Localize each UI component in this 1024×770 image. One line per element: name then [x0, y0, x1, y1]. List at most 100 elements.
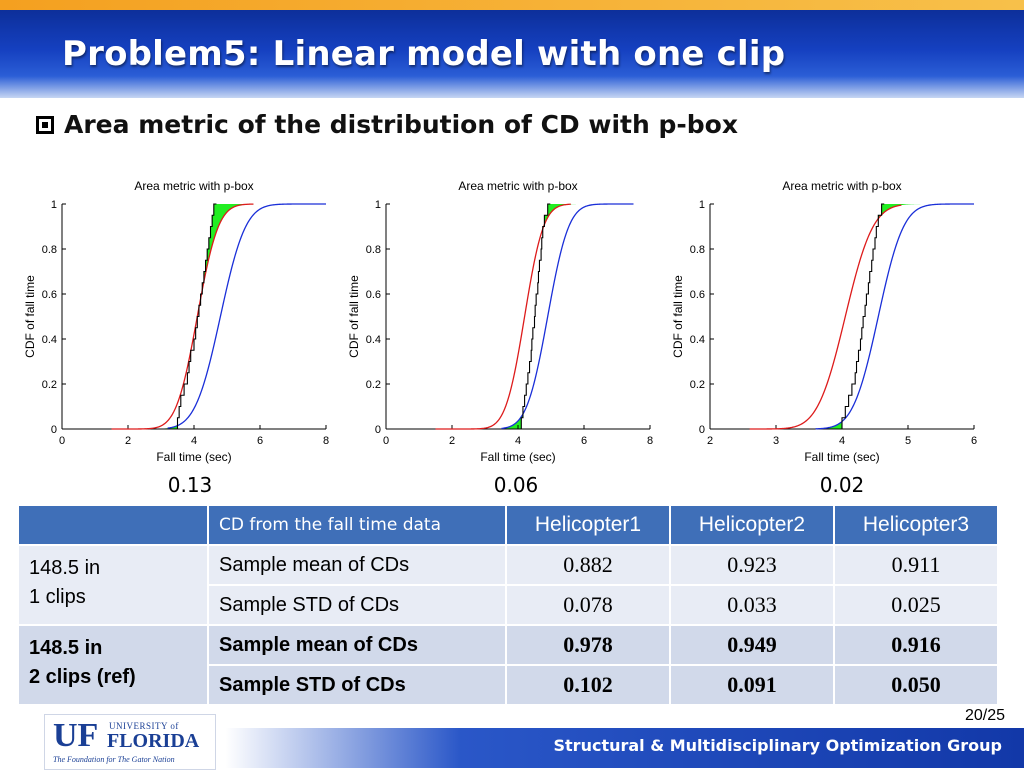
stat-name-cell: Sample STD of CDs: [207, 664, 507, 706]
y-axis-label: CDF of fall time: [347, 275, 361, 358]
title-bar: [0, 10, 1024, 98]
value-cell: 0.916: [833, 624, 999, 666]
value-cell: 0.091: [669, 664, 835, 706]
x-axis-label: Fall time (sec): [156, 450, 231, 464]
pbox-lower-bound-line: [749, 204, 902, 430]
group-label-line: 148.5 in: [29, 557, 101, 579]
x-tick-label: 4: [191, 435, 197, 447]
y-tick-label: 0: [51, 424, 57, 436]
value-cell: 0.923: [669, 544, 835, 586]
x-tick-label: 2: [449, 435, 455, 447]
stat-name-cell: Sample mean of CDs: [207, 624, 507, 666]
y-tick-label: 0.8: [366, 244, 381, 256]
pbox-upper-bound-line: [815, 203, 974, 430]
y-tick-label: 0.2: [690, 379, 705, 391]
y-tick-label: 1: [699, 199, 705, 211]
uf-logo-mark: UF: [53, 717, 99, 754]
slide-title: Problem5: Linear model with one clip: [62, 34, 786, 74]
y-tick-label: 0: [699, 424, 705, 436]
top-accent-strip: [0, 0, 1024, 10]
results-table: CD from the fall time data Helicopter1 H…: [17, 504, 999, 706]
chart-value-label: 0.13: [167, 473, 213, 497]
x-tick-label: 6: [257, 435, 263, 447]
x-axis-label: Fall time (sec): [804, 450, 879, 464]
chart-title: Area metric with p-box: [458, 179, 577, 193]
table-header-cell: Helicopter2: [669, 504, 835, 546]
x-tick-label: 8: [323, 435, 329, 447]
pbox-lower-bound-line: [435, 203, 571, 430]
x-tick-label: 8: [647, 435, 653, 447]
x-tick-label: 2: [707, 435, 713, 447]
bullet-text: Area metric of the distribution of CD wi…: [64, 110, 738, 139]
value-cell: 0.911: [833, 544, 999, 586]
value-cell: 0.050: [833, 664, 999, 706]
footer-group-name: Structural & Multidisciplinary Optimizat…: [553, 736, 1003, 755]
y-tick-label: 0.2: [42, 379, 57, 391]
square-bullet-icon: [36, 115, 54, 134]
uf-logo-university: UNIVERSITY of: [109, 721, 179, 731]
chart-svg: 0 0.2 0.4 0.6 0.8 1 0 2 4 6 8 Area metric with p-bo…: [23, 179, 329, 464]
value-cell: 0.078: [505, 584, 671, 626]
y-tick-label: 0: [375, 424, 381, 436]
empirical-cdf-line: [841, 203, 885, 429]
x-tick-label: 4: [839, 435, 845, 447]
table-row: Sample STD of CDs 0.102 0.091 0.050: [18, 664, 999, 706]
y-tick-label: 0.4: [690, 334, 705, 346]
group-label-line: 148.5 in: [29, 637, 103, 659]
table-row: 148.5 in 2 clips (ref) Sample mean of CD…: [17, 624, 999, 706]
chart-svg: 0 0.2 0.4 0.6 0.8 1 2 3 4 5 6 Area metric with p-bo…: [671, 179, 977, 464]
pbox-upper-bound-line: [167, 203, 326, 429]
table-header-cell: CD from the fall time data: [207, 504, 507, 546]
table-header-cell: [17, 504, 209, 546]
value-cell: 0.102: [505, 664, 671, 706]
x-tick-label: 6: [581, 435, 587, 447]
y-tick-label: 0.6: [690, 289, 705, 301]
y-tick-label: 0.6: [366, 289, 381, 301]
value-cell: 0.033: [669, 584, 835, 626]
chart-helicopter2: 0 0.2 0.4 0.6 0.8 1 0 2 4 6 8 Area metric with p-bo…: [344, 175, 674, 485]
uf-logo-tagline: The Foundation for The Gator Nation: [53, 755, 175, 764]
x-tick-label: 3: [773, 435, 779, 447]
table-row: Sample STD of CDs 0.078 0.033 0.025: [18, 584, 999, 626]
y-tick-label: 0.4: [366, 334, 381, 346]
chart-title: Area metric with p-box: [134, 179, 253, 193]
area-metric-fill: [386, 204, 650, 429]
chart-svg: 0 0.2 0.4 0.6 0.8 1 0 2 4 6 8 Area metric with p-bo…: [347, 179, 653, 464]
value-cell: 0.025: [833, 584, 999, 626]
x-tick-label: 2: [125, 435, 131, 447]
chart-value-label: 0.02: [819, 473, 865, 497]
x-tick-label: 6: [971, 435, 977, 447]
group-label-line: 1 clips: [29, 586, 86, 608]
y-axis-label: CDF of fall time: [671, 275, 685, 358]
table-header-cell: Helicopter3: [833, 504, 999, 546]
table-header-row: CD from the fall time data Helicopter1 H…: [17, 504, 999, 546]
x-axis-label: Fall time (sec): [480, 450, 555, 464]
x-tick-label: 0: [383, 435, 389, 447]
y-tick-label: 1: [375, 199, 381, 211]
area-metric-fill: [62, 204, 326, 429]
group-label-line: 2 clips (ref): [29, 666, 136, 688]
table-row: 148.5 in 1 clips Sample mean of CDs 0.88…: [17, 544, 999, 626]
x-tick-label: 5: [905, 435, 911, 447]
bullet-point: Area metric of the distribution of CD wi…: [36, 110, 738, 139]
y-tick-label: 1: [51, 199, 57, 211]
y-axis-label: CDF of fall time: [23, 275, 37, 358]
value-cell: 0.978: [505, 624, 671, 666]
y-tick-label: 0.4: [42, 334, 57, 346]
x-tick-label: 0: [59, 435, 65, 447]
empirical-cdf-line: [176, 203, 217, 429]
uf-logo-florida: FLORIDA: [107, 730, 200, 752]
group-label-cell: 148.5 in 2 clips (ref): [17, 624, 209, 706]
y-tick-label: 0.8: [690, 244, 705, 256]
pbox-lower-bound-line: [111, 203, 254, 430]
y-tick-label: 0.2: [366, 379, 381, 391]
uf-logo: UF UNIVERSITY of FLORIDA The Foundation …: [44, 714, 216, 770]
chart-title: Area metric with p-box: [782, 179, 901, 193]
y-tick-label: 0.6: [42, 289, 57, 301]
area-metric-fill: [710, 204, 974, 429]
chart-helicopter3: 0 0.2 0.4 0.6 0.8 1 2 3 4 5 6 Area metric with p-bo…: [668, 175, 998, 485]
group-label-cell: 148.5 in 1 clips: [17, 544, 209, 626]
stat-name-cell: Sample STD of CDs: [207, 584, 507, 626]
empirical-cdf-line: [520, 203, 551, 429]
y-tick-label: 0.8: [42, 244, 57, 256]
